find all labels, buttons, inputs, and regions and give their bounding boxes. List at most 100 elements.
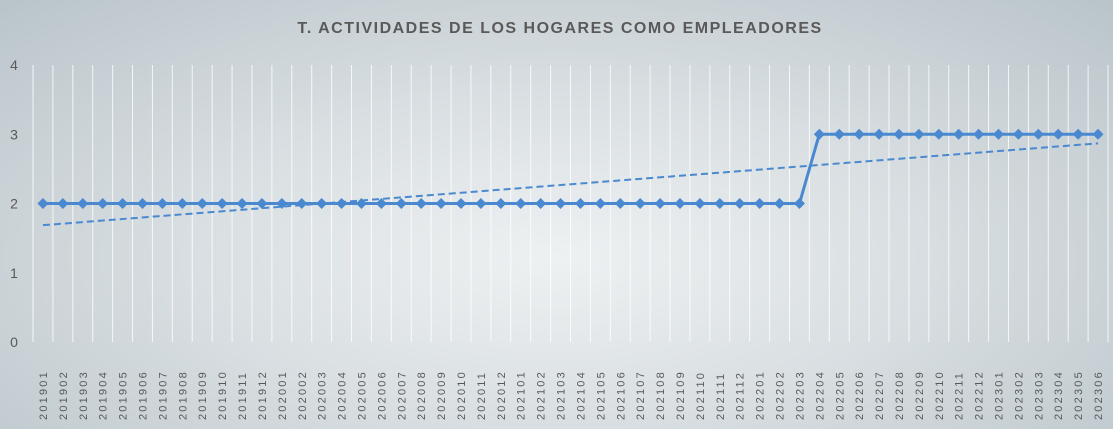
marker	[177, 198, 188, 209]
x-tick-label: 202006	[376, 370, 388, 420]
x-tick-label: 202106	[615, 370, 627, 420]
marker	[1033, 129, 1044, 140]
marker	[1093, 129, 1104, 140]
x-tick-label: 202305	[1073, 370, 1085, 420]
marker	[913, 129, 924, 140]
x-tick-label: 202306	[1093, 370, 1105, 420]
x-tick-label: 202108	[655, 370, 667, 420]
marker	[694, 198, 705, 209]
page: T. ACTIVIDADES DE LOS HOGARES COMO EMPLE…	[0, 0, 1113, 429]
marker	[157, 198, 168, 209]
marker	[1013, 129, 1024, 140]
x-tick-label: 202109	[675, 370, 687, 420]
marker	[814, 129, 825, 140]
marker	[854, 129, 865, 140]
marker	[973, 129, 984, 140]
marker	[635, 198, 646, 209]
marker	[734, 198, 745, 209]
marker	[953, 129, 964, 140]
marker	[555, 198, 566, 209]
x-tick-label: 202211	[954, 371, 966, 420]
x-tick-label: 201906	[137, 370, 149, 420]
marker	[615, 198, 626, 209]
x-tick-label: 202008	[416, 370, 428, 420]
x-tick-label: 201911	[237, 371, 249, 420]
x-tick-label: 202207	[874, 370, 886, 420]
marker	[794, 198, 805, 209]
marker	[475, 198, 486, 209]
y-tick-label: 1	[10, 265, 18, 281]
x-tick-label: 202301	[994, 370, 1006, 420]
marker	[535, 198, 546, 209]
x-tick-label: 202208	[894, 370, 906, 420]
marker	[495, 198, 506, 209]
x-tick-label: 201902	[58, 370, 70, 420]
marker	[1073, 129, 1084, 140]
marker	[197, 198, 208, 209]
x-tick-label: 202102	[536, 370, 548, 420]
x-tick-label: 201910	[217, 370, 229, 420]
marker	[416, 198, 427, 209]
marker	[714, 198, 725, 209]
marker	[97, 198, 108, 209]
marker	[137, 198, 148, 209]
x-tick-label: 202012	[496, 370, 508, 420]
y-tick-label: 4	[10, 57, 18, 73]
x-tick-label: 202303	[1033, 370, 1045, 420]
x-tick-label: 201912	[257, 370, 269, 420]
x-tick-label: 202112	[735, 371, 747, 420]
marker	[336, 198, 347, 209]
x-tick-label: 202212	[974, 370, 986, 420]
x-tick-label: 201901	[38, 370, 50, 420]
y-tick-label: 3	[10, 126, 18, 142]
marker	[933, 129, 944, 140]
marker	[774, 198, 785, 209]
marker	[834, 129, 845, 140]
marker	[655, 198, 666, 209]
y-tick-label: 0	[10, 334, 18, 350]
x-tick-label: 202001	[277, 370, 289, 420]
x-tick-label: 202210	[934, 370, 946, 420]
marker	[456, 198, 467, 209]
marker	[754, 198, 765, 209]
x-tick-label: 202110	[695, 371, 707, 420]
x-tick-label: 202202	[775, 370, 787, 420]
y-tick-label: 2	[10, 196, 18, 212]
x-tick-label: 201909	[197, 370, 209, 420]
marker	[874, 129, 885, 140]
x-tick-label: 202009	[436, 370, 448, 420]
x-tick-label: 202004	[337, 370, 349, 420]
chart: T. ACTIVIDADES DE LOS HOGARES COMO EMPLE…	[0, 0, 1113, 429]
marker	[217, 198, 228, 209]
marker	[117, 198, 128, 209]
x-tick-label: 202101	[516, 370, 528, 420]
chart-title: T. ACTIVIDADES DE LOS HOGARES COMO EMPLE…	[297, 20, 822, 37]
marker	[515, 198, 526, 209]
marker	[316, 198, 327, 209]
x-tick-label: 201905	[118, 370, 130, 420]
x-tick-label: 202010	[456, 370, 468, 420]
x-tick-label: 202205	[834, 370, 846, 420]
marker	[993, 129, 1004, 140]
x-tick-label: 202201	[755, 370, 767, 420]
marker	[396, 198, 407, 209]
x-tick-label: 202007	[396, 370, 408, 420]
x-tick-label: 202011	[476, 371, 488, 420]
marker	[893, 129, 904, 140]
x-tick-label: 202002	[297, 370, 309, 420]
x-tick-label: 202204	[814, 370, 826, 420]
x-tick-label: 202302	[1013, 370, 1025, 420]
marker	[77, 198, 88, 209]
x-tick-label: 202003	[317, 370, 329, 420]
x-tick-label: 201903	[78, 370, 90, 420]
marker	[674, 198, 685, 209]
x-tick-label: 202104	[575, 370, 587, 420]
x-tick-label: 202005	[356, 370, 368, 420]
x-tick-label: 202105	[595, 370, 607, 420]
x-tick-label: 202203	[794, 370, 806, 420]
marker	[37, 198, 48, 209]
marker	[436, 198, 447, 209]
marker	[575, 198, 586, 209]
x-tick-label: 201907	[157, 370, 169, 420]
x-tick-label: 201904	[98, 370, 110, 420]
